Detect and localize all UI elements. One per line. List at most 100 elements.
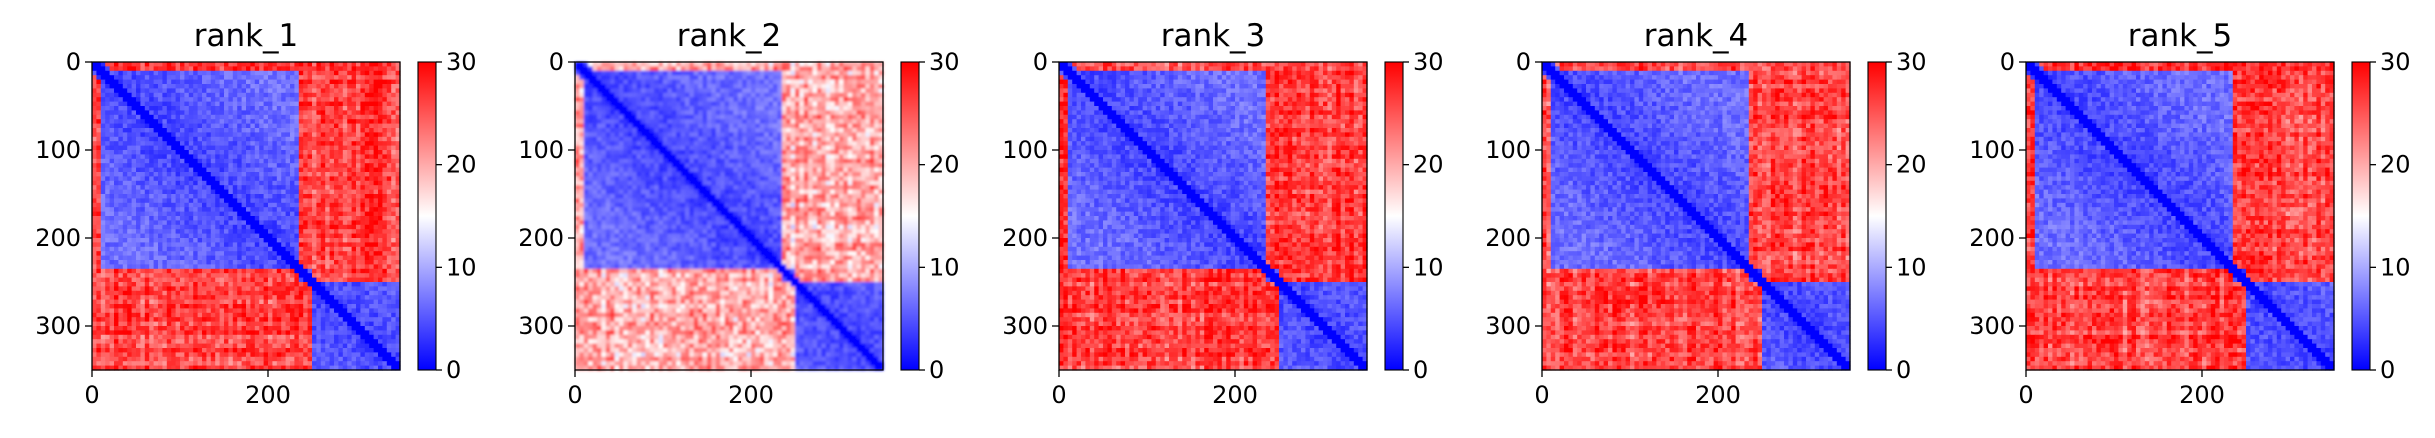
heatmap-cell [334,84,339,89]
heatmap-cell [303,71,308,76]
heatmap-cell [110,146,115,151]
heatmap-cell [338,141,343,146]
heatmap-cell [246,141,251,146]
heatmap-cell [176,62,181,67]
heatmap-cell [246,93,251,98]
heatmap-cell [281,154,286,159]
heatmap-cell [316,66,321,71]
heatmap-cell [118,115,123,120]
heatmap-cell [140,128,145,133]
heatmap-cell [281,159,286,164]
heatmap-cell [140,159,145,164]
heatmap-cell [101,106,106,111]
heatmap-cell [321,102,326,107]
heatmap-cell [158,75,163,80]
heatmap-cell [123,119,128,124]
heatmap-cell [286,154,291,159]
heatmap-cell [180,128,185,133]
heatmap-cell [215,137,220,142]
heatmap-cell [250,150,255,155]
heatmap-cell [114,88,119,93]
heatmap-cell [330,132,335,137]
heatmap-cell [330,159,335,164]
heatmap-cell [264,163,269,168]
heatmap-cell [294,146,299,151]
heatmap-cell [193,84,198,89]
heatmap-cell [308,110,313,115]
heatmap-cell [378,80,383,85]
heatmap-cell [382,141,387,146]
heatmap-cell [233,71,238,76]
heatmap-cell [382,62,387,67]
heatmap-cell [206,137,211,142]
heatmap-cell [211,62,216,67]
heatmap-cell [140,137,145,142]
heatmap-cell [312,137,317,142]
heatmap-cell [184,97,189,102]
heatmap-cell [259,106,264,111]
heatmap-cell [391,66,396,71]
heatmap-cell [118,124,123,129]
heatmap-cell [215,62,220,67]
heatmap-cell [277,124,282,129]
heatmap-cell [374,84,379,89]
heatmap-cell [202,137,207,142]
heatmap-cell [303,154,308,159]
heatmap-cell [193,146,198,151]
heatmap-cell [198,163,203,168]
heatmap-cell [290,150,295,155]
heatmap-cell [211,80,216,85]
heatmap-cell [184,106,189,111]
heatmap-cell [343,128,348,133]
heatmap-cell [250,84,255,89]
heatmap-cell [391,80,396,85]
heatmap-cell [220,150,225,155]
heatmap-cell [149,102,154,107]
heatmap-cell [338,75,343,80]
heatmap-cell [193,93,198,98]
heatmap-cell [250,110,255,115]
heatmap-cell [198,132,203,137]
heatmap-cell [136,110,141,115]
heatmap-cell [246,80,251,85]
heatmap-cell [233,84,238,89]
heatmap-cell [189,62,194,67]
heatmap-cell [237,88,242,93]
heatmap-cell [343,66,348,71]
heatmap-cell [158,93,163,98]
heatmap-cell [220,154,225,159]
heatmap-cell [250,62,255,67]
heatmap-cell [255,115,260,120]
heatmap-cell [242,106,247,111]
heatmap-cell [176,66,181,71]
heatmap-cell [145,137,150,142]
heatmap-cell [228,119,233,124]
heatmap-cell [105,75,110,80]
heatmap-cell [189,141,194,146]
heatmap-cell [162,119,167,124]
heatmap-cell [382,102,387,107]
heatmap-cell [132,115,137,120]
heatmap-cell [167,132,172,137]
heatmap-cell [118,132,123,137]
heatmap-cell [158,141,163,146]
heatmap-cell [101,62,106,67]
heatmap-cell [180,80,185,85]
heatmap-cell [224,75,229,80]
heatmap-cell [343,71,348,76]
heatmap-cell [154,159,159,164]
heatmap-cell [149,80,154,85]
heatmap-cell [162,84,167,89]
heatmap-cell [123,124,128,129]
heatmap-cell [136,150,141,155]
heatmap-cell [215,159,220,164]
heatmap-cell [259,141,264,146]
heatmap-cell [198,88,203,93]
heatmap-cell [189,88,194,93]
heatmap-cell [149,154,154,159]
heatmap-cell [321,132,326,137]
heatmap-cell [149,163,154,168]
heatmap-cell [149,66,154,71]
heatmap-cell [312,115,317,120]
heatmap-cell [290,71,295,76]
